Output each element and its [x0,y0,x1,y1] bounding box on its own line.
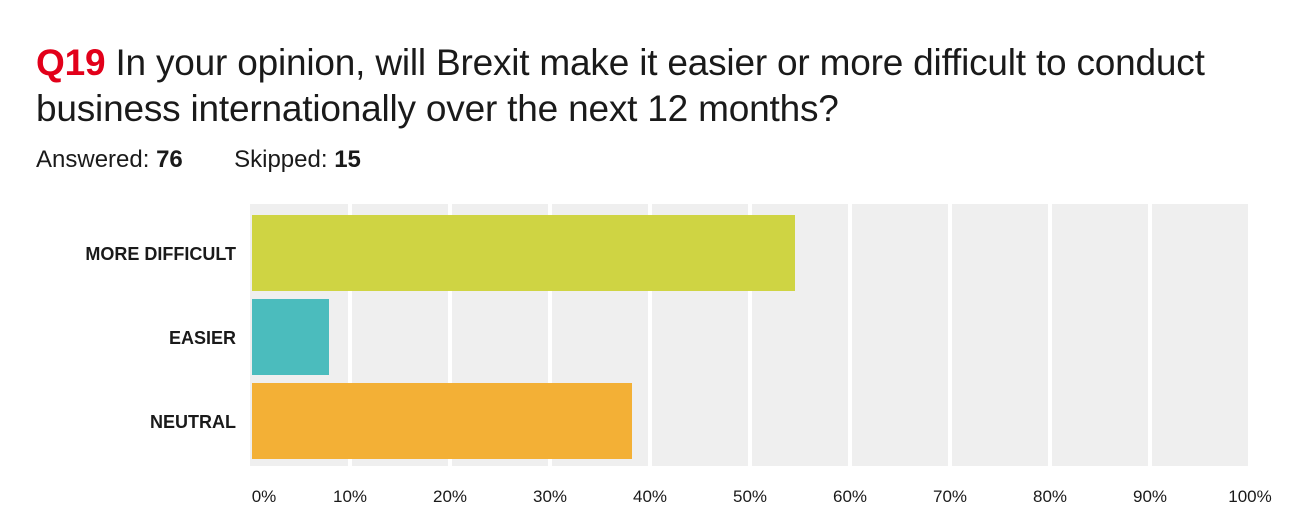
x-tick-label: 20% [433,487,467,506]
answered-label: Answered: [36,146,150,173]
x-tick-label: 90% [1133,487,1167,506]
question-text: In your opinion, will Brexit make it eas… [36,42,1205,129]
skipped-count: 15 [334,146,361,173]
question-number: Q19 [36,42,106,83]
x-tick-label: 60% [833,487,867,506]
bar [252,299,329,375]
y-category-label: NEUTRAL [150,412,236,432]
x-tick-label: 10% [333,487,367,506]
x-tick-label: 50% [733,487,767,506]
bar [252,383,632,459]
x-tick-label: 40% [633,487,667,506]
bar [252,215,795,291]
skipped-label: Skipped: [234,146,328,173]
y-category-label: MORE DIFFICULT [85,244,236,264]
question-title: Q19 In your opinion, will Brexit make it… [36,40,1256,132]
x-tick-label: 0% [252,487,277,506]
answered-count: 76 [156,146,183,173]
x-tick-label: 100% [1228,487,1271,506]
x-tick-label: 30% [533,487,567,506]
response-stats: Answered: 76 Skipped: 15 [36,146,361,174]
y-category-label: EASIER [169,328,236,348]
x-tick-label: 70% [933,487,967,506]
x-tick-label: 80% [1033,487,1067,506]
